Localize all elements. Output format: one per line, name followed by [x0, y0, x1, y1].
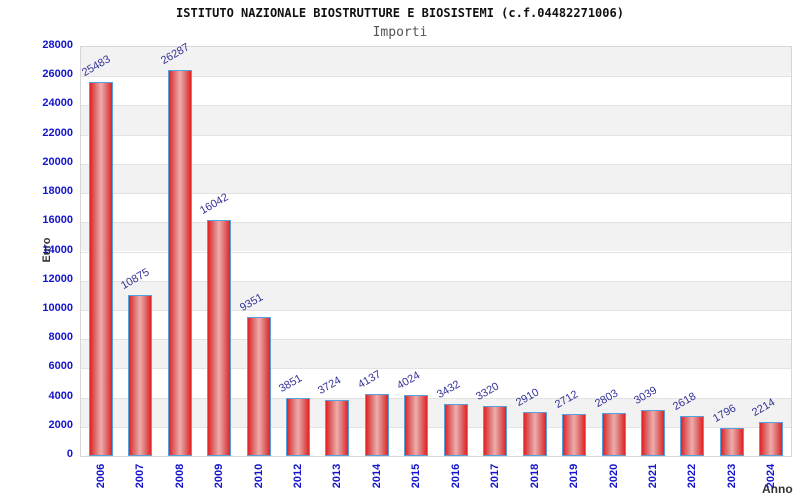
x-axis-tick-label: 2008	[173, 463, 186, 489]
bar	[88, 81, 113, 456]
x-axis-title: Anno	[762, 482, 793, 496]
x-axis-tick-label: 2016	[449, 463, 462, 489]
plot-band	[81, 426, 791, 456]
bar	[443, 403, 468, 456]
y-axis-tick-label: 4000	[48, 389, 73, 402]
bar	[601, 413, 626, 456]
x-axis-tick-label: 2021	[646, 463, 659, 489]
bar	[562, 414, 587, 456]
bar	[522, 411, 547, 456]
x-axis-tick-label: 2023	[725, 463, 738, 489]
x-axis-tick-label: 2013	[331, 463, 344, 489]
y-axis-tick-label: 10000	[42, 301, 73, 314]
y-axis-tick-label: 16000	[42, 214, 73, 227]
plot-band	[81, 339, 791, 369]
plot-band	[81, 105, 791, 135]
bar	[167, 70, 192, 456]
x-axis-tick-label: 2017	[489, 463, 502, 489]
bar	[285, 397, 310, 456]
plot-band	[81, 134, 791, 164]
x-axis-tick-label: 2022	[686, 463, 699, 489]
y-axis-tick-label: 14000	[42, 243, 73, 256]
plot-band	[81, 251, 791, 281]
x-axis-tick-label: 2019	[568, 463, 581, 489]
x-axis-tick-label: 2010	[252, 463, 265, 489]
y-axis-tick-label: 26000	[42, 68, 73, 81]
plot-band	[81, 368, 791, 397]
x-axis-tick-label: 2007	[134, 463, 147, 489]
bar	[680, 415, 705, 456]
chart-subtitle: Importi	[372, 25, 428, 40]
x-axis-tick-label: 2020	[607, 463, 620, 489]
plot-band	[81, 47, 791, 77]
plot-band	[81, 193, 791, 222]
plot-band	[81, 163, 791, 194]
y-axis-tick-label: 0	[66, 448, 73, 460]
plot-area: 25483 10875 26287 16042 9351 3851 3724 4137 4024…	[80, 41, 792, 457]
y-axis-tick-label: 6000	[48, 360, 73, 373]
x-axis-tick-label: 2006	[94, 463, 107, 489]
y-axis-tick-label: 12000	[42, 272, 73, 285]
bar	[759, 421, 784, 456]
bar	[364, 393, 389, 456]
y-axis-tick-label: 2000	[48, 418, 73, 431]
bar	[246, 317, 271, 456]
y-axis-tick-label: 8000	[48, 331, 73, 344]
plot-band	[81, 280, 791, 310]
bar	[404, 395, 429, 456]
y-axis-tick-label: 22000	[42, 126, 73, 139]
x-axis-tick-label: 2014	[370, 463, 383, 489]
x-axis-tick-label: 2024	[765, 463, 778, 489]
x-axis-tick-label: 2018	[528, 463, 541, 489]
plot-band	[81, 397, 791, 427]
bar	[128, 295, 153, 456]
chart-title: ISTITUTO NAZIONALE BIOSTRUTTURE E BIOSIS…	[176, 6, 624, 20]
bar	[640, 409, 665, 456]
y-axis-tick-label: 28000	[42, 39, 73, 51]
plot-band	[81, 222, 791, 252]
bar	[207, 219, 232, 456]
x-axis-tick-label: 2015	[410, 463, 423, 489]
bar	[483, 405, 508, 456]
y-axis-tick-label: 18000	[42, 185, 73, 198]
x-axis-tick-label: 2009	[213, 463, 226, 489]
bar	[719, 427, 744, 456]
plot-band	[81, 76, 791, 105]
bar	[325, 399, 350, 456]
y-axis-tick-label: 24000	[42, 97, 73, 110]
y-axis-tick-label: 20000	[42, 155, 73, 168]
plot-band	[81, 309, 791, 339]
x-axis-tick-label: 2012	[291, 463, 304, 489]
